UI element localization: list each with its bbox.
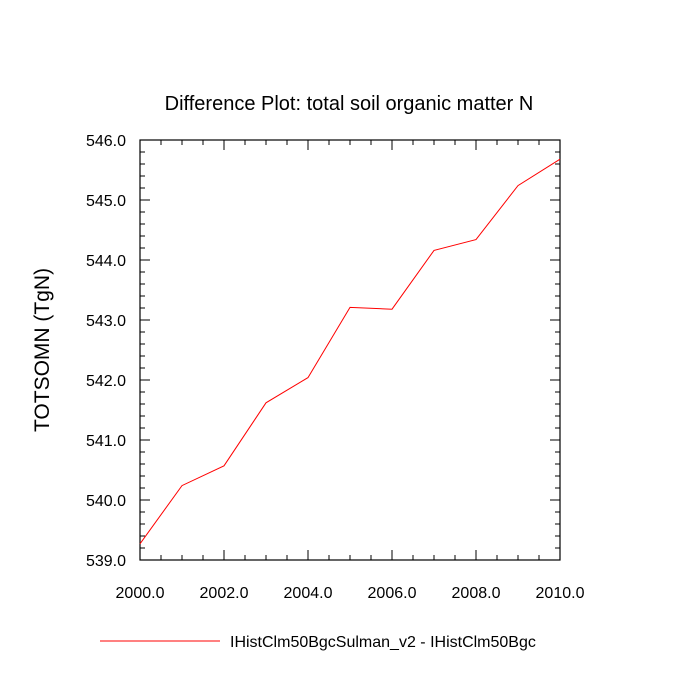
y-tick-label: 539.0 — [86, 553, 126, 570]
y-tick-label: 543.0 — [86, 313, 126, 330]
x-tick-label: 2000.0 — [116, 585, 165, 602]
x-tick-labels: 2000.0 2002.0 2004.0 2006.0 2008.0 2010.0 — [116, 585, 585, 602]
major-ticks — [139, 139, 561, 561]
y-tick-label: 544.0 — [86, 253, 126, 270]
x-tick-label: 2008.0 — [452, 585, 501, 602]
x-tick-label: 2010.0 — [536, 585, 585, 602]
series-layer — [139, 158, 561, 545]
legend-label: IHistClm50BgcSulman_v2 - IHistClm50Bgc — [230, 634, 536, 651]
minor-ticks — [140, 140, 560, 560]
x-tick-label: 2002.0 — [200, 585, 249, 602]
x-tick-label: 2006.0 — [368, 585, 417, 602]
y-axis-title: TOTSOMN (TgN) — [31, 268, 54, 432]
y-tick-label: 546.0 — [86, 133, 126, 150]
legend: IHistClm50BgcSulman_v2 - IHistClm50Bgc — [100, 634, 536, 651]
y-tick-label: 541.0 — [86, 433, 126, 450]
y-tick-label: 542.0 — [86, 373, 126, 390]
y-tick-label: 545.0 — [86, 193, 126, 210]
series-line — [139, 158, 561, 545]
plot-frame — [139, 139, 561, 561]
y-tick-label: 540.0 — [86, 493, 126, 510]
x-tick-label: 2004.0 — [284, 585, 333, 602]
chart-title: Difference Plot: total soil organic matt… — [165, 93, 534, 115]
y-tick-labels: 539.0 540.0 541.0 542.0 543.0 544.0 545.0 546.0 — [86, 133, 126, 570]
